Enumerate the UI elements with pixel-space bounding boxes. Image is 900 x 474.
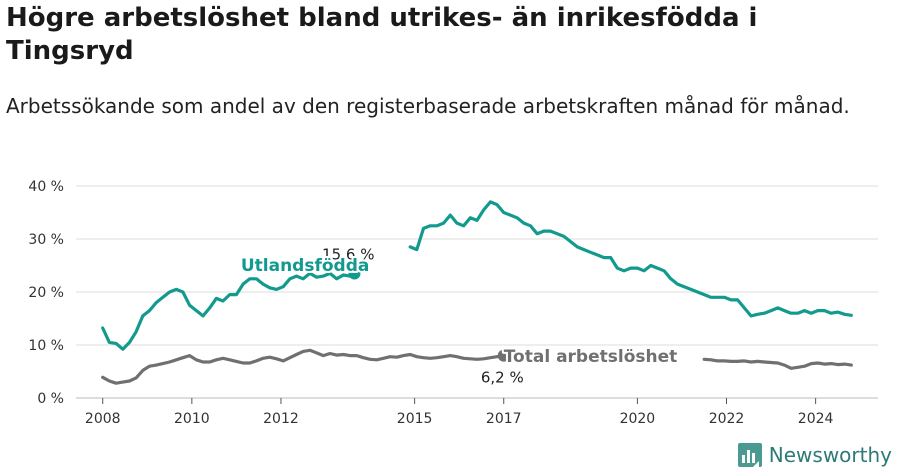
x-tick-label: 2020 — [620, 411, 656, 427]
x-tick-label: 2010 — [174, 411, 210, 427]
axes: 0 % 10 % 20 % 30 % 40 % 2008 2010 2012 2015 2017 2… — [28, 179, 833, 427]
x-tick-label: 2024 — [798, 411, 834, 427]
chart-title: Högre arbetslöshet bland utrikes- än inr… — [6, 3, 758, 66]
x-tick-label: 2008 — [85, 411, 121, 427]
x-tick-label: 2022 — [709, 411, 745, 427]
y-tick-label: 30 % — [28, 232, 64, 248]
series-labels: 15,6 % 6,2 % Utlandsfödda Total arbetslöshe… — [239, 245, 679, 387]
y-tick-label: 10 % — [28, 338, 64, 354]
foreign-born-line-1 — [408, 200, 853, 318]
gridlines — [76, 185, 878, 399]
x-tick-label: 2012 — [263, 411, 299, 427]
newsworthy-logo-icon — [737, 443, 762, 467]
chart-subtitle: Arbetssökande som andel av den registerb… — [6, 94, 850, 118]
series-end-point — [497, 349, 510, 362]
series-inline-label: Total arbetslöshet — [504, 347, 678, 367]
foreign-born-line-0 — [101, 271, 357, 351]
y-tick-label: 20 % — [28, 285, 64, 301]
series-end-point — [348, 267, 361, 280]
series-inline-label: Utlandsfödda — [241, 256, 370, 276]
x-tick-label: 2015 — [397, 411, 433, 427]
total-unemployment-line-2 — [101, 348, 506, 385]
total-unemployment-line-3 — [702, 357, 853, 370]
series-lines — [101, 200, 853, 385]
brand-name: Newsworthy — [768, 443, 892, 467]
y-tick-label: 40 % — [28, 179, 64, 195]
series-end-label: 6,2 % — [481, 369, 524, 387]
brand-logo: Newsworthy — [737, 442, 892, 468]
x-tick-label: 2017 — [486, 411, 522, 427]
y-tick-label: 0 % — [37, 391, 64, 407]
series-end-label: 15,6 % — [322, 245, 374, 263]
